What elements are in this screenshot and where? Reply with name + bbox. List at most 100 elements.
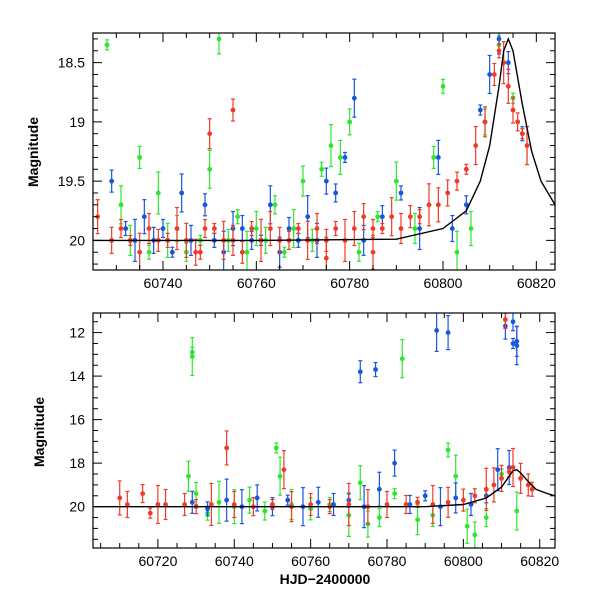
data-point <box>169 249 175 255</box>
series-1 <box>109 33 525 270</box>
x-tick-label: 60760 <box>291 553 330 569</box>
data-point <box>505 60 511 66</box>
data-point <box>435 155 441 160</box>
y-tick-label: 20 <box>69 232 85 248</box>
data-point <box>515 119 521 125</box>
data-point <box>483 515 489 520</box>
data-point <box>308 502 314 507</box>
bottom-panel: 60720 60740 60760 60780 60800 60820 12 14 16 18 20 <box>69 312 559 569</box>
data-point <box>207 166 213 172</box>
data-point <box>389 214 395 220</box>
data-point <box>186 473 191 479</box>
plot-area <box>93 33 555 270</box>
data-point <box>376 515 382 520</box>
data-point <box>141 214 147 220</box>
data-point <box>482 119 488 125</box>
data-point <box>399 356 405 362</box>
series-1 <box>189 313 520 529</box>
y-tick-label: 18 <box>69 455 85 471</box>
data-point <box>351 95 357 101</box>
data-point <box>147 510 153 516</box>
data-point <box>163 502 168 507</box>
x-tick-label: 60820 <box>520 553 559 569</box>
data-point <box>285 497 291 503</box>
axes-frame <box>92 32 556 271</box>
data-point <box>496 48 502 54</box>
data-point <box>445 447 451 453</box>
data-point <box>460 497 466 503</box>
data-point <box>373 367 378 372</box>
data-point <box>449 226 455 231</box>
data-point <box>445 499 451 505</box>
data-point <box>379 226 385 231</box>
data-point <box>392 460 398 466</box>
data-point <box>211 226 217 231</box>
data-point <box>514 508 520 514</box>
data-point <box>375 214 381 220</box>
data-point <box>398 226 404 231</box>
data-point <box>333 226 339 231</box>
data-point <box>216 36 222 42</box>
data-point <box>182 502 188 507</box>
data-point <box>155 190 161 196</box>
data-point <box>239 249 245 255</box>
x-tick-label: 60800 <box>444 553 483 569</box>
data-point <box>440 83 446 89</box>
data-point <box>393 178 399 184</box>
data-point <box>272 202 278 208</box>
data-point <box>140 491 146 497</box>
data-point <box>123 226 129 231</box>
data-point <box>357 480 363 486</box>
x-tick-label: 60760 <box>237 275 276 291</box>
data-point <box>342 155 348 160</box>
data-point <box>315 499 321 505</box>
y-tick-label: 14 <box>69 368 85 384</box>
data-point <box>403 502 409 507</box>
data-point <box>337 155 343 160</box>
x-tick-label: 60740 <box>144 275 183 291</box>
data-point <box>300 178 306 184</box>
data-point <box>230 107 236 113</box>
data-point <box>472 532 478 538</box>
data-point <box>323 178 329 184</box>
data-point <box>376 486 382 492</box>
top-y-axis-title: Magnitude <box>25 117 41 187</box>
x-tick-label: 60780 <box>368 553 407 569</box>
data-point <box>155 502 161 507</box>
data-point <box>346 502 352 507</box>
data-point <box>434 328 440 333</box>
plot-area <box>93 313 555 548</box>
data-point <box>472 493 478 499</box>
data-point <box>224 497 230 503</box>
data-point <box>361 237 367 243</box>
data-point <box>518 475 524 481</box>
data-point <box>491 482 497 488</box>
data-point <box>305 214 311 220</box>
top-panel: 60740 60760 60780 60800 60820 18.5 19 19.5 20 <box>58 32 556 291</box>
data-point <box>160 226 166 231</box>
data-point <box>361 214 367 220</box>
data-point <box>202 226 208 231</box>
data-point <box>415 517 420 523</box>
y-tick-label: 19 <box>69 114 85 130</box>
data-point <box>505 83 511 89</box>
y-tick-label: 19.5 <box>58 173 85 189</box>
data-point <box>174 226 180 231</box>
data-point <box>197 249 203 255</box>
bottom-x-axis-title: HJD−2400000 <box>280 571 371 587</box>
data-point <box>137 249 143 255</box>
model-curve <box>93 468 555 508</box>
data-point <box>347 119 353 125</box>
data-point <box>370 249 376 255</box>
data-point <box>189 354 195 359</box>
data-point <box>370 226 376 231</box>
data-point <box>453 473 459 479</box>
data-point <box>331 502 336 507</box>
data-point <box>124 502 130 507</box>
series-0 <box>186 336 520 548</box>
model-curve <box>93 36 555 242</box>
data-point <box>454 249 460 255</box>
data-point <box>231 502 237 507</box>
data-point <box>118 226 124 231</box>
